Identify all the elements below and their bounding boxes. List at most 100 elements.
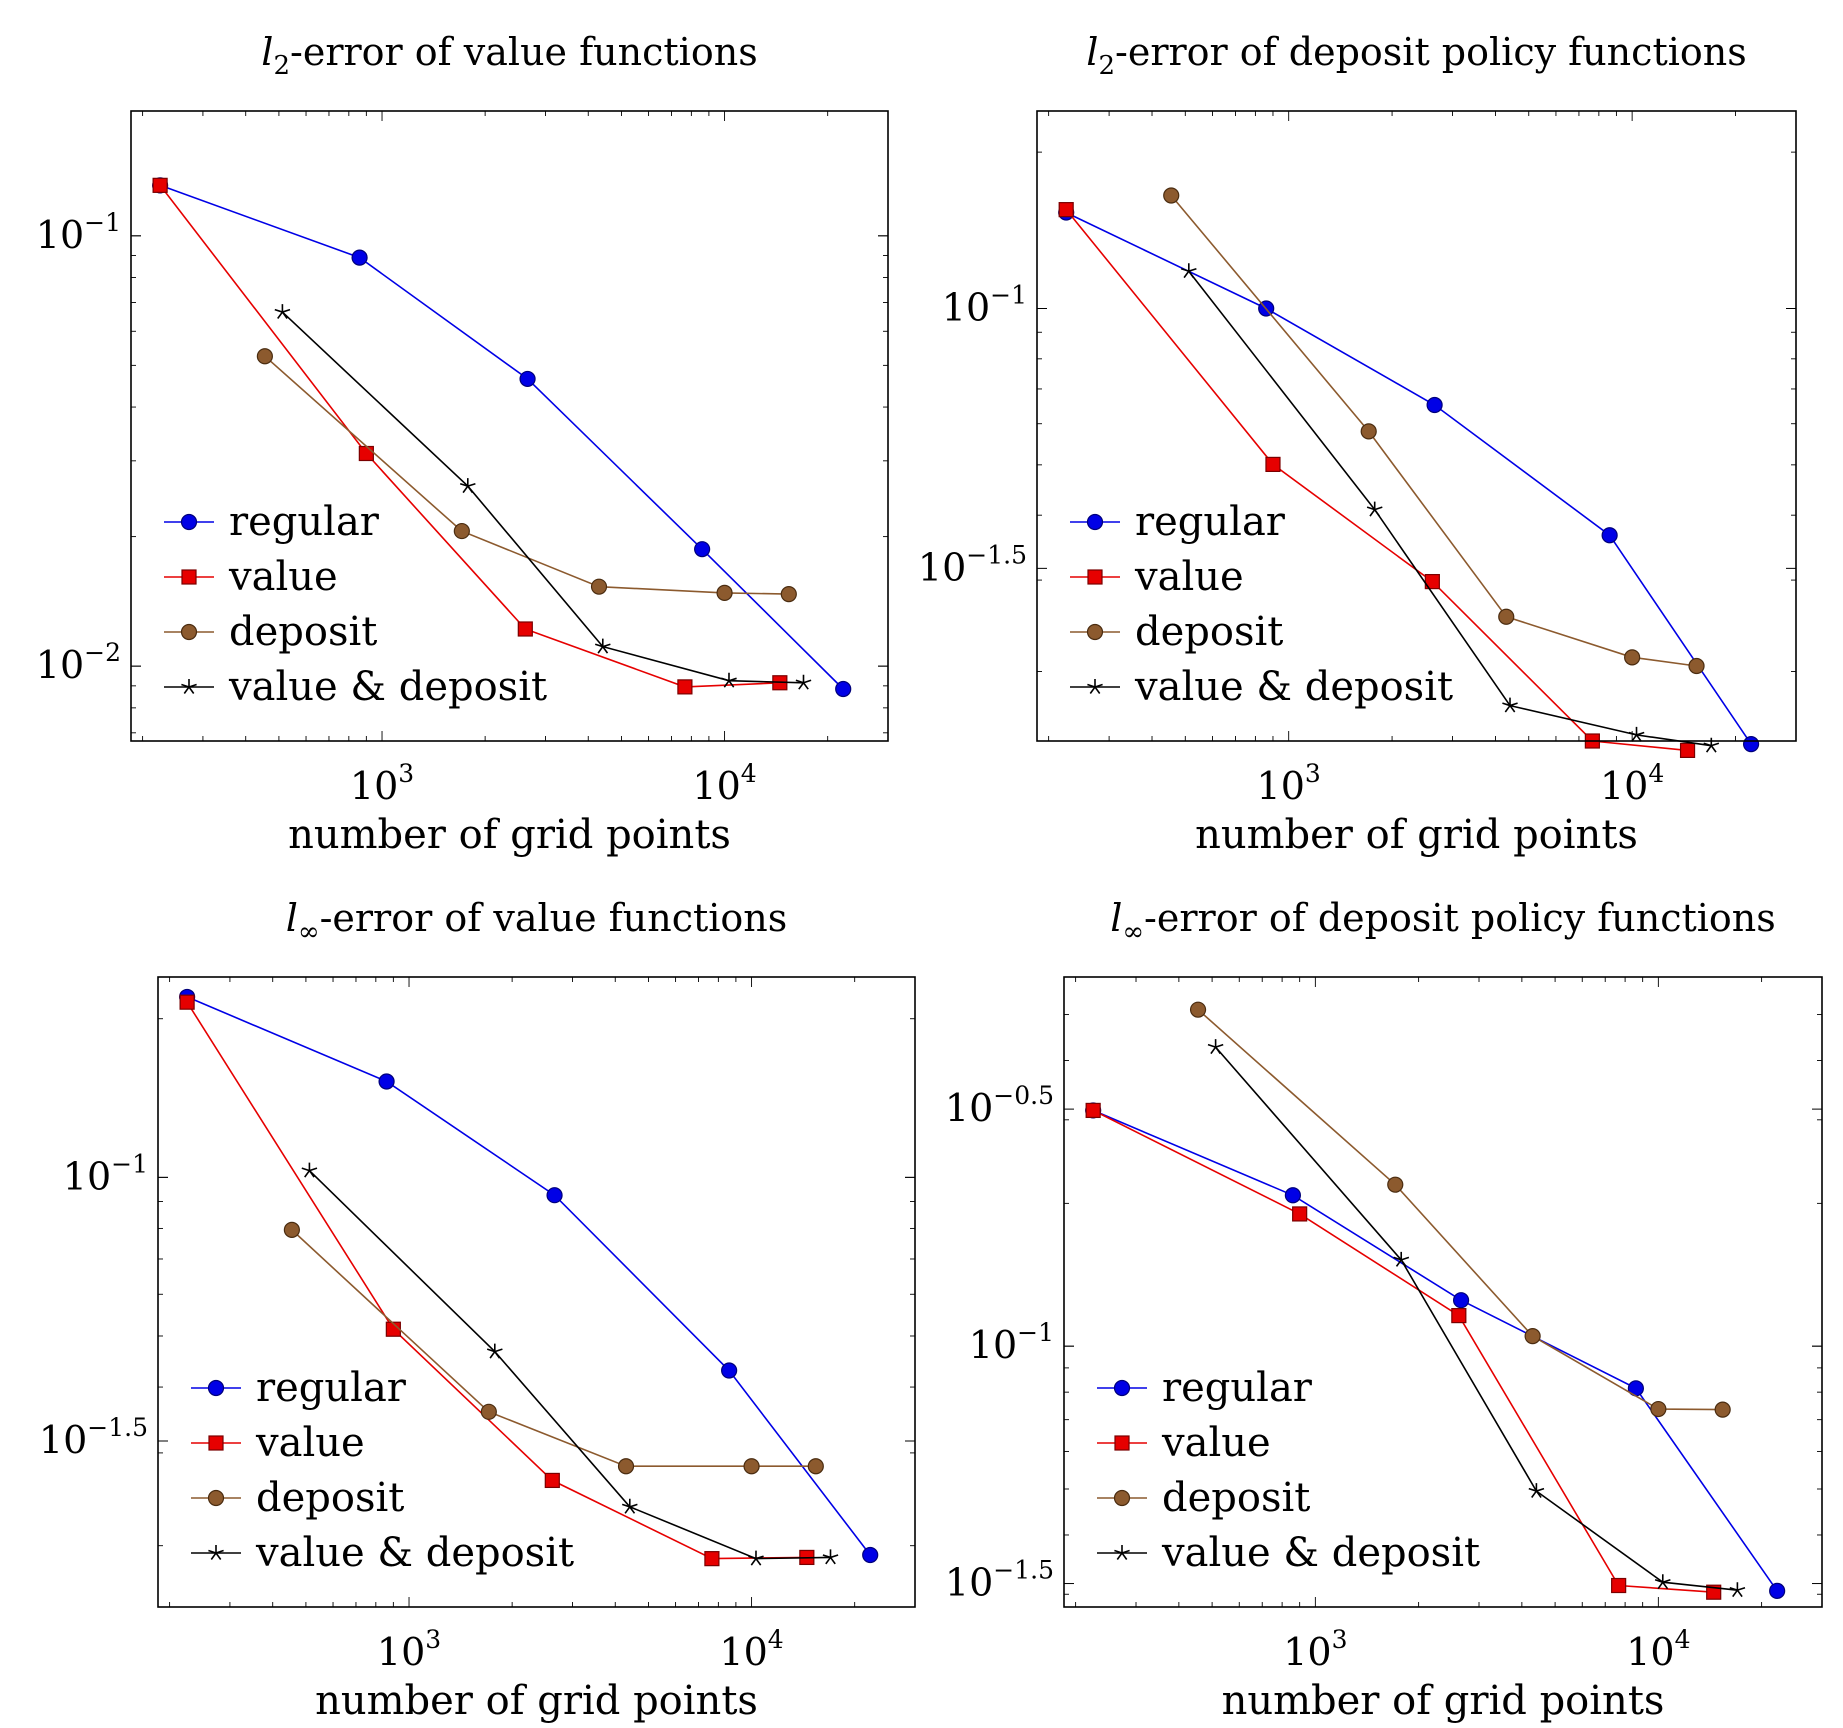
x-tick-exponent: 3 xyxy=(1305,759,1321,788)
legend-marker xyxy=(181,569,197,585)
y-tick-base: 10 xyxy=(918,545,966,589)
y-tick-exponent: −1 xyxy=(1017,1318,1054,1347)
legend-entry: value & deposit xyxy=(1097,1530,1480,1576)
title-text: -error of deposit policy functions xyxy=(1144,896,1776,940)
data-point xyxy=(1393,1251,1410,1267)
series-line xyxy=(264,355,789,595)
x-axis-label: number of grid points xyxy=(1222,1678,1665,1724)
title-symbol: l xyxy=(1110,896,1122,940)
legend-label: value & deposit xyxy=(1134,664,1453,710)
x-tick-base: 10 xyxy=(1283,1630,1331,1674)
y-tick-label: 10−1 xyxy=(969,1318,1054,1367)
data-point xyxy=(677,679,693,695)
plot-frame xyxy=(1036,110,1797,742)
data-point xyxy=(1611,1577,1627,1594)
legend: regular value deposit value & deposit xyxy=(191,1365,574,1576)
legend-marker xyxy=(207,1489,225,1507)
y-tick-label: 10−1.5 xyxy=(945,1556,1054,1605)
data-point xyxy=(256,348,273,365)
chart-2: l2-error of deposit policy functions10−1… xyxy=(918,30,1797,858)
y-tick-base: 10 xyxy=(63,1154,111,1198)
data-point xyxy=(351,249,368,266)
legend-label: value & deposit xyxy=(255,1530,574,1576)
data-point xyxy=(1601,527,1618,544)
x-tick-label: 104 xyxy=(1626,1625,1690,1674)
data-point xyxy=(1528,1483,1545,1498)
legend-entry: value xyxy=(191,1420,365,1466)
data-point xyxy=(1498,608,1515,625)
data-point xyxy=(1624,649,1641,666)
legend-label: value & deposit xyxy=(1161,1530,1480,1576)
y-tick-base: 10 xyxy=(39,1418,87,1462)
legend: regular value deposit value & deposit xyxy=(1070,499,1453,710)
x-tick-exponent: 3 xyxy=(1332,1625,1348,1654)
data-point xyxy=(453,522,470,540)
data-point xyxy=(283,1221,300,1238)
data-point xyxy=(274,304,291,319)
legend-entry: value xyxy=(164,554,338,600)
legend-entry: value xyxy=(1070,554,1244,600)
data-point xyxy=(1189,1001,1207,1018)
data-point xyxy=(1163,187,1180,204)
x-axis-label: number of grid points xyxy=(1195,812,1638,858)
legend-entry: regular xyxy=(164,499,380,545)
legend-label: value xyxy=(1161,1420,1271,1466)
data-point xyxy=(546,1187,563,1204)
y-tick-label: 10−1.5 xyxy=(39,1413,148,1462)
data-point xyxy=(1628,726,1645,742)
data-point xyxy=(748,1550,764,1566)
y-tick-exponent: −1.5 xyxy=(993,1556,1054,1585)
data-point xyxy=(1058,202,1074,218)
y-tick-exponent: −1 xyxy=(111,1149,148,1178)
y-tick-exponent: −1 xyxy=(990,280,1027,309)
x-tick-exponent: 4 xyxy=(768,1625,784,1654)
data-point xyxy=(617,1458,635,1475)
title-text: -error of deposit policy functions xyxy=(1115,30,1747,74)
series-line xyxy=(186,996,871,1556)
series-deposit xyxy=(1189,1001,1731,1418)
minor-ticks xyxy=(1064,977,1822,1607)
y-tick-exponent: −1 xyxy=(84,208,121,237)
data-point xyxy=(1180,263,1197,279)
data-point xyxy=(716,584,733,601)
legend-marker xyxy=(1113,1379,1131,1397)
legend-entry: deposit xyxy=(191,1475,404,1521)
data-point xyxy=(1679,742,1696,759)
data-point xyxy=(1654,1574,1671,1590)
data-point xyxy=(621,1498,638,1514)
legend-entry: deposit xyxy=(1097,1475,1310,1521)
legend-entry: regular xyxy=(1070,499,1286,545)
y-tick-label: 10−1.5 xyxy=(918,540,1027,589)
legend-entry: value & deposit xyxy=(191,1530,574,1576)
legend: regular value deposit value & deposit xyxy=(164,499,547,710)
data-point xyxy=(822,1549,839,1565)
legend-label: value xyxy=(255,1420,365,1466)
legend-entry: regular xyxy=(1097,1365,1313,1411)
legend-label: regular xyxy=(1162,1365,1313,1411)
y-tick-base: 10 xyxy=(945,1086,993,1130)
y-tick-label: 10−2 xyxy=(36,638,121,687)
legend-marker xyxy=(1087,679,1103,694)
plot-frame xyxy=(130,110,889,742)
legend-marker xyxy=(207,1379,225,1397)
x-tick-label: 104 xyxy=(692,759,756,808)
chart-4: l∞-error of deposit policy functions10−0… xyxy=(945,896,1823,1724)
data-point xyxy=(152,177,168,193)
data-point xyxy=(743,1458,760,1475)
data-point xyxy=(1650,1400,1667,1418)
data-point xyxy=(519,370,536,388)
x-tick-base: 10 xyxy=(1257,764,1305,808)
data-point xyxy=(179,994,195,1010)
data-point xyxy=(1085,1102,1101,1119)
data-point xyxy=(1360,423,1377,440)
plot-frame xyxy=(1063,976,1823,1608)
data-point xyxy=(1265,456,1281,472)
legend-label: regular xyxy=(256,1365,407,1411)
chart-title: l2-error of value functions xyxy=(261,30,757,81)
x-tick-base: 10 xyxy=(377,1630,425,1674)
data-point xyxy=(795,674,812,690)
data-point xyxy=(694,541,711,558)
data-point xyxy=(544,1472,560,1489)
